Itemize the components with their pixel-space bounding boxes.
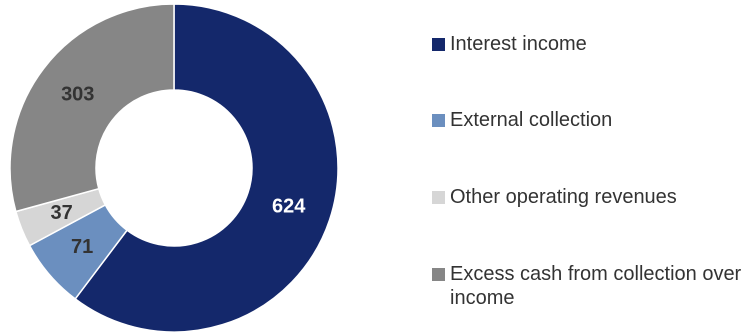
legend-item-excess-cash: Excess cash from collection over income <box>432 262 746 310</box>
legend-swatch <box>432 114 445 127</box>
data-label-interest-income: 624 <box>272 195 306 217</box>
slice-excess-cash <box>9 3 175 213</box>
legend-item-interest-income: Interest income <box>432 32 746 56</box>
legend-label: Interest income <box>450 33 587 55</box>
legend: Interest income External collection Othe… <box>432 0 746 332</box>
legend-label: Excess cash from collection over income <box>450 263 742 309</box>
legend-label: External collection <box>450 109 613 131</box>
legend-swatch <box>432 191 445 204</box>
data-label-excess-cash: 303 <box>61 84 94 106</box>
data-label-other-operating-revenues: 37 <box>51 202 73 224</box>
legend-swatch <box>432 268 445 281</box>
slice-interest-income <box>74 3 339 332</box>
legend-label: Other operating revenues <box>450 186 677 208</box>
data-label-external-collection: 71 <box>71 236 93 258</box>
legend-swatch <box>432 38 445 51</box>
legend-item-external-collection: External collection <box>432 108 746 132</box>
donut-chart: 624 71 37 303 <box>9 3 339 332</box>
legend-item-other-operating-revenues: Other operating revenues <box>432 185 746 209</box>
